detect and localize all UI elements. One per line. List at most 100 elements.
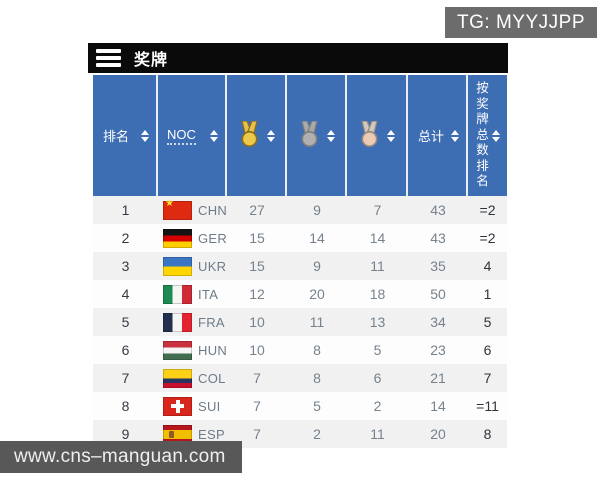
header-rank-by-total[interactable]: 按奖牌总数排名 — [468, 75, 507, 196]
header-total[interactable]: 总计 — [408, 75, 468, 196]
header-rank[interactable]: 排名 — [93, 75, 158, 196]
hamburger-menu-icon[interactable] — [96, 49, 121, 67]
table-row: 8 SUI 7 5 2 14 =11 — [93, 392, 507, 420]
gold-count: 10 — [249, 342, 265, 358]
flag-icon-hun — [163, 340, 192, 360]
rank-value: 2 — [121, 230, 130, 246]
rank-value: 6 — [121, 342, 130, 358]
flag-icon-sui — [163, 396, 192, 416]
silver-count: 9 — [313, 202, 321, 218]
gold-count: 7 — [253, 426, 261, 442]
sort-icon[interactable] — [266, 129, 275, 142]
total-count: 34 — [430, 314, 446, 330]
gold-count: 15 — [249, 230, 265, 246]
noc-cell: SUI — [158, 392, 227, 420]
header-total-label: 总计 — [418, 129, 445, 144]
bronze-count: 13 — [369, 314, 386, 330]
table-header: 排名 NOC — [93, 75, 507, 196]
table-body: 1 CHN 27 9 7 43 =2 2 GER 15 14 14 — [93, 196, 507, 448]
sort-icon[interactable] — [387, 129, 395, 142]
rank-by-total-value: =2 — [479, 230, 496, 246]
rank-by-total-value: =2 — [479, 202, 496, 218]
bronze-count: 2 — [373, 398, 382, 414]
total-count: 20 — [430, 426, 446, 442]
bronze-count: 6 — [373, 370, 382, 386]
gold-count: 7 — [253, 398, 261, 414]
rank-value: 8 — [121, 398, 130, 414]
noc-cell: UKR — [158, 252, 227, 280]
silver-count: 11 — [309, 314, 325, 330]
noc-code: HUN — [198, 342, 228, 358]
flag-icon-ukr — [163, 256, 192, 276]
rank-by-total-value: 5 — [483, 314, 492, 330]
watermark-bottom-left: www.cns–manguan.com — [0, 441, 242, 473]
rank-by-total-value: 7 — [483, 370, 492, 386]
flag-icon-esp — [163, 424, 192, 444]
table-row: 6 HUN 10 8 5 23 6 — [93, 336, 507, 364]
rank-by-total-value: 1 — [483, 286, 492, 302]
flag-icon-col — [163, 368, 192, 388]
rank-value: 7 — [121, 370, 130, 386]
table-row: 7 COL 7 8 6 21 7 — [93, 364, 507, 392]
watermark-top-right: TG: MYYJJPP — [445, 7, 597, 38]
flag-icon-chn — [163, 198, 192, 220]
total-count: 43 — [430, 202, 446, 218]
flag-icon-ger — [163, 228, 192, 248]
total-count: 21 — [430, 370, 446, 386]
noc-cell: HUN — [158, 336, 227, 364]
noc-cell: FRA — [158, 308, 227, 336]
rank-value: 3 — [121, 258, 130, 274]
table-row: 3 UKR 15 9 11 35 4 — [93, 252, 507, 280]
sort-icon[interactable] — [451, 129, 459, 142]
gold-medal-icon — [238, 119, 261, 151]
total-count: 43 — [430, 230, 446, 246]
sort-icon[interactable] — [210, 129, 218, 142]
rank-by-total-value: 6 — [483, 342, 492, 358]
noc-cell: GER — [158, 224, 227, 252]
header-silver[interactable] — [287, 75, 347, 196]
bronze-count: 18 — [369, 286, 386, 302]
app-window: 奖牌 排名 NOC — [88, 43, 508, 448]
table-row: 2 GER 15 14 14 43 =2 — [93, 224, 507, 252]
sort-icon[interactable] — [491, 129, 500, 142]
header-rank-label: 排名 — [103, 129, 130, 144]
silver-count: 2 — [313, 426, 321, 442]
table-row: 4 ITA 12 20 18 50 1 — [93, 280, 507, 308]
header-gold[interactable] — [227, 75, 287, 196]
noc-cell: ESP — [158, 420, 227, 448]
noc-code: SUI — [198, 398, 221, 414]
noc-cell: CHN — [158, 196, 227, 224]
table-row: 1 CHN 27 9 7 43 =2 — [93, 196, 507, 224]
header-bronze[interactable] — [347, 75, 408, 196]
gold-count: 7 — [253, 370, 261, 386]
noc-code: ESP — [198, 426, 225, 442]
table-row: 5 FRA 10 11 13 34 5 — [93, 308, 507, 336]
noc-code: ITA — [198, 286, 219, 302]
gold-count: 12 — [249, 286, 265, 302]
gold-count: 27 — [249, 202, 265, 218]
rank-value: 5 — [121, 314, 130, 330]
rank-by-total-value: 8 — [483, 426, 492, 442]
header-rank-by-total-label: 按奖牌总数排名 — [476, 81, 489, 189]
silver-count: 8 — [313, 342, 321, 358]
noc-code: FRA — [198, 314, 225, 330]
sort-icon[interactable] — [326, 129, 335, 142]
noc-code: UKR — [198, 258, 227, 274]
total-count: 23 — [430, 342, 446, 358]
sort-icon[interactable] — [141, 129, 149, 142]
rank-by-total-value: =11 — [476, 398, 499, 414]
rank-by-total-value: 4 — [483, 258, 492, 274]
bronze-count: 11 — [370, 426, 385, 442]
silver-count: 20 — [309, 286, 325, 302]
noc-code: COL — [198, 370, 226, 386]
total-count: 14 — [430, 398, 446, 414]
rank-value: 4 — [121, 286, 130, 302]
flag-icon-ita — [163, 284, 192, 304]
page-title: 奖牌 — [134, 52, 169, 69]
medal-table: 排名 NOC — [93, 75, 507, 448]
flag-icon-fra — [163, 312, 192, 332]
rank-value: 1 — [121, 202, 130, 218]
bronze-count: 14 — [369, 230, 386, 246]
header-noc[interactable]: NOC — [158, 75, 227, 196]
noc-code: GER — [198, 230, 228, 246]
